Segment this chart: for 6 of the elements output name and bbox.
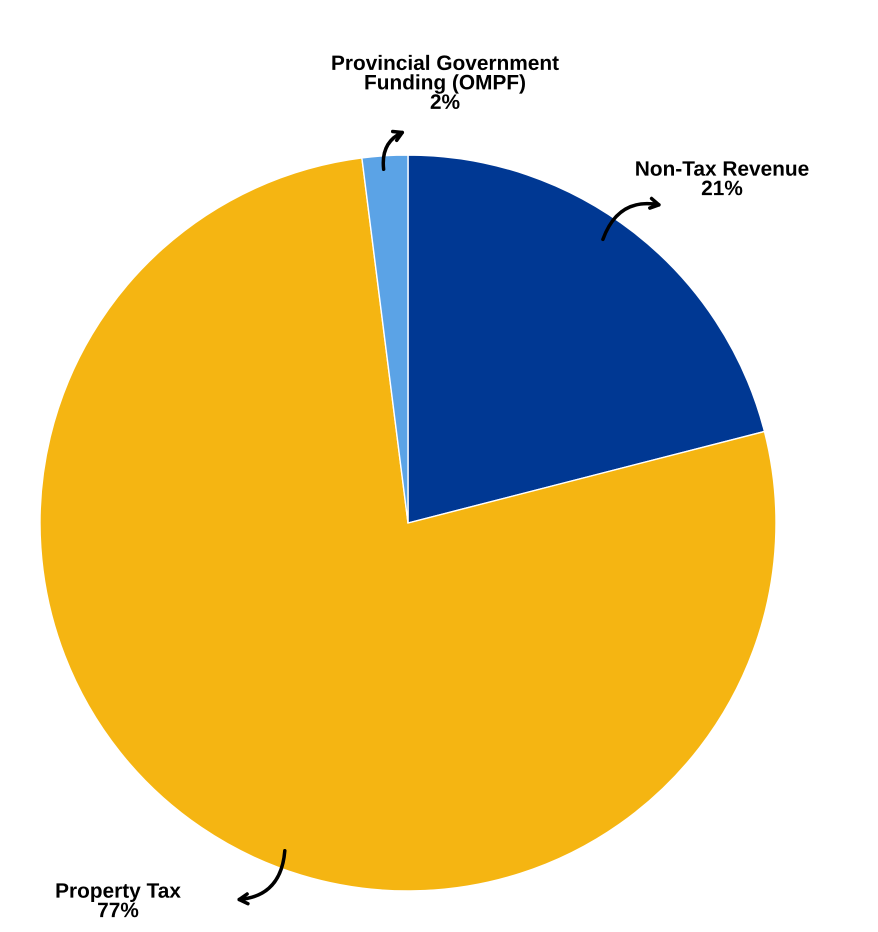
data-label: 77%	[98, 902, 138, 918]
slice-label: Property Tax	[56, 883, 181, 902]
data-label: 2%	[430, 94, 460, 110]
slice-label: Non-Tax Revenue	[636, 161, 809, 176]
data-label: 21%	[702, 180, 742, 196]
slice-label: Provincial Government Funding (OMPF)	[332, 54, 559, 94]
